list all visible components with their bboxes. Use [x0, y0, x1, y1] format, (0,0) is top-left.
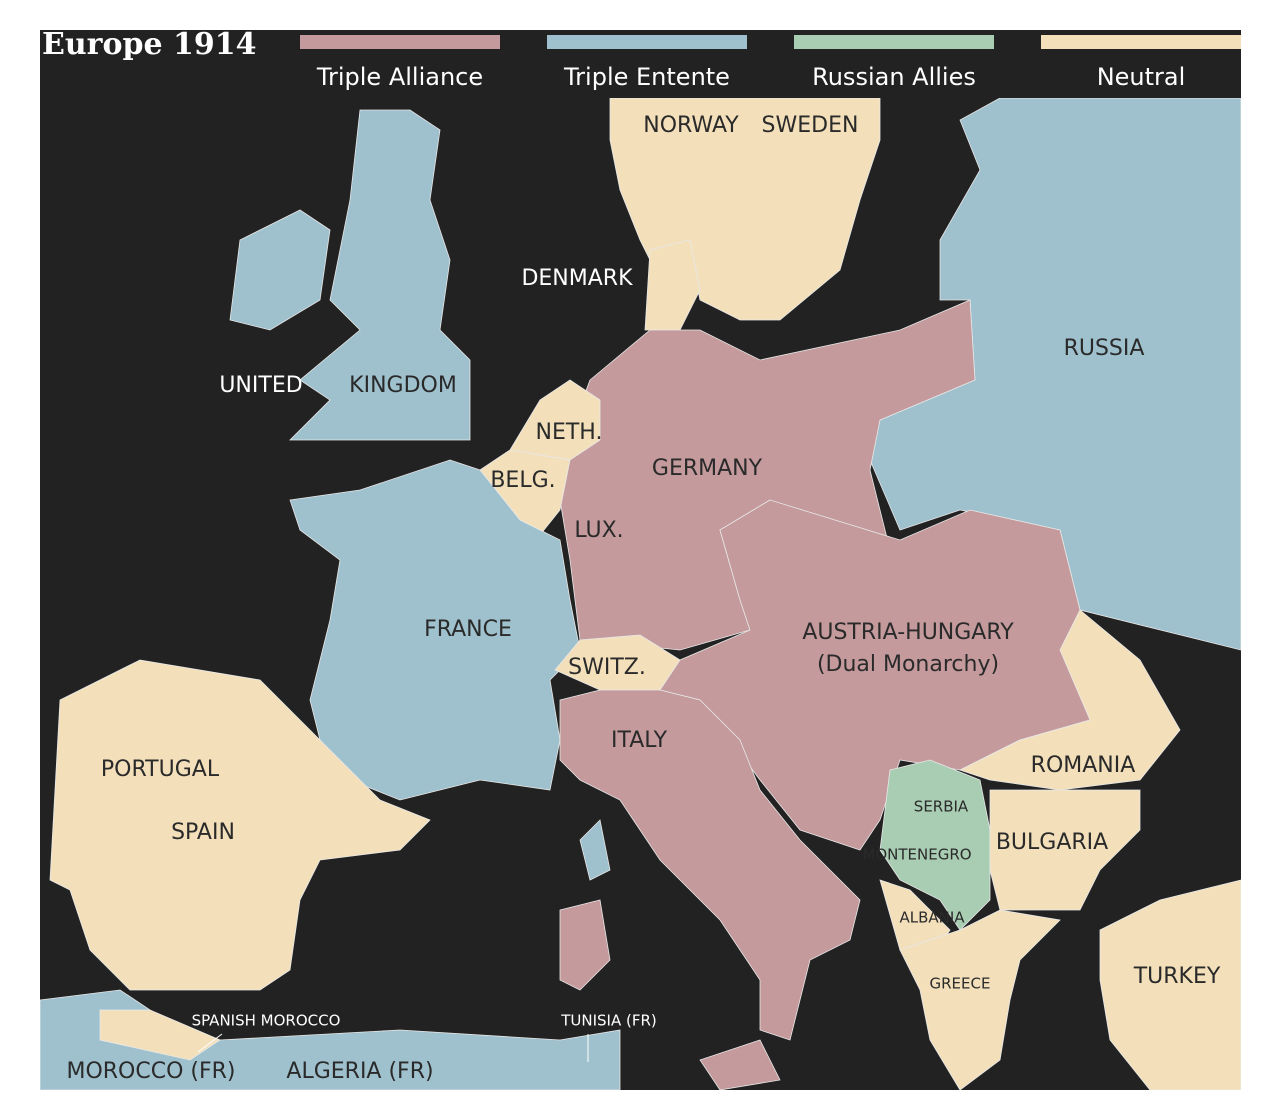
- sardinia: [559, 899, 611, 991]
- country-label: SPAIN: [171, 820, 235, 845]
- country-label: AUSTRIA-HUNGARY: [802, 620, 1014, 645]
- country-label: RUSSIA: [1064, 336, 1145, 361]
- country-label: SWEDEN: [762, 113, 859, 138]
- country-label: BELG.: [490, 468, 555, 493]
- country-label: (Dual Monarchy): [817, 652, 999, 677]
- country-label: ROMANIA: [1031, 753, 1136, 778]
- country-label: ALGERIA (FR): [286, 1059, 433, 1084]
- title: Europe 1914: [42, 27, 257, 62]
- uk: [289, 109, 471, 441]
- country-label: SWITZ.: [568, 655, 646, 680]
- country-label: GERMANY: [652, 456, 763, 481]
- iberia: [49, 659, 431, 991]
- scandinavia: [609, 98, 881, 321]
- legend-label: Triple Alliance: [316, 63, 483, 91]
- romania: [958, 609, 1181, 791]
- spanish-morocco: [99, 1009, 221, 1061]
- legend-label: Neutral: [1097, 63, 1186, 91]
- country-label: SERBIA: [914, 798, 969, 816]
- country-label: NETH.: [536, 420, 603, 445]
- country-label: PORTUGAL: [101, 757, 220, 782]
- greece: [899, 909, 1061, 1090]
- country-label: ALBANIA: [899, 909, 965, 927]
- ireland: [229, 209, 331, 331]
- legend-swatch: [547, 35, 747, 49]
- country-label: MOROCCO (FR): [66, 1059, 235, 1084]
- country-label: KINGDOM: [349, 373, 457, 398]
- country-label: TUNISIA (FR): [560, 1012, 657, 1030]
- countries: [40, 98, 1241, 1090]
- sicily: [699, 1039, 781, 1090]
- country-label: TURKEY: [1133, 964, 1221, 989]
- legend-swatch: [1041, 35, 1241, 49]
- country-label: SPANISH MOROCCO: [192, 1012, 341, 1030]
- legend-label: Triple Entente: [563, 63, 730, 91]
- bulgaria: [989, 789, 1141, 911]
- italy: [559, 689, 861, 1041]
- country-label: BULGARIA: [996, 830, 1108, 855]
- corsica: [579, 819, 611, 881]
- country-label: UNITED: [219, 373, 302, 398]
- legend-swatch: [794, 35, 994, 49]
- country-label: NORWAY: [643, 113, 739, 138]
- austria-hungary: [659, 499, 1091, 851]
- legend: Triple Alliance Triple Entente Russian All…: [300, 35, 1241, 91]
- leader-line: [197, 1033, 223, 1053]
- country-label: GREECE: [930, 975, 991, 993]
- country-label: MONTENEGRO: [862, 846, 971, 864]
- country-label: ITALY: [611, 728, 668, 753]
- country-label: DENMARK: [521, 266, 633, 291]
- country-labels: NORWAY SWEDEN DENMARK RUSSIA UNITED KING…: [66, 113, 1220, 1084]
- country-label: LUX.: [574, 518, 623, 543]
- france: [289, 459, 581, 801]
- country-label: FRANCE: [424, 617, 512, 642]
- legend-swatch: [300, 35, 500, 49]
- turkey: [1099, 879, 1241, 1090]
- serbia-montenegro: [879, 759, 991, 931]
- legend-label: Russian Allies: [812, 63, 976, 91]
